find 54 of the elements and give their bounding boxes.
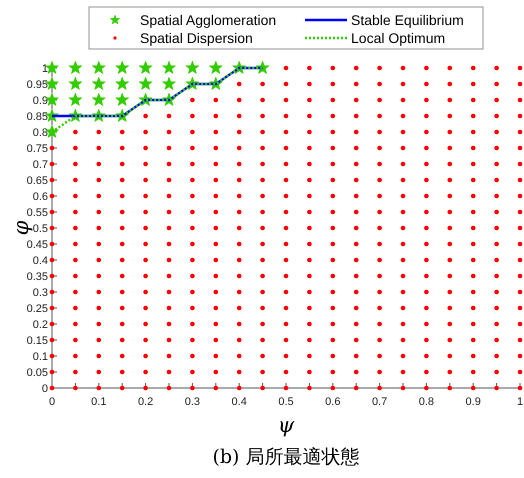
text: (b) 局所最適状態	[212, 446, 360, 468]
y-tick-label: 0.3	[32, 287, 48, 299]
y-tick-label: 0.75	[26, 143, 48, 155]
y-tick-label: 0.35	[26, 271, 48, 283]
y-tick-label: 0.6	[32, 191, 48, 203]
point	[162, 76, 176, 90]
x-tick-label: 0.1	[91, 396, 106, 408]
y-tick-label: 0.25	[26, 303, 48, 315]
x-tick-label: 0.4	[232, 396, 247, 408]
legend-label: Spatial Dispersion	[140, 30, 253, 46]
legend-label: Stable Equilibrium	[351, 12, 464, 28]
x-tick-label: 0.7	[372, 396, 388, 408]
y-tick-label: 1	[42, 63, 48, 75]
point	[68, 60, 82, 74]
x-tick-label: 0.2	[138, 396, 154, 408]
point	[92, 60, 106, 74]
point	[92, 92, 106, 106]
x-tick-label: 0.3	[184, 396, 200, 408]
y-tick-label: 0.4	[32, 255, 48, 267]
point	[115, 60, 130, 74]
x-tick-label: 0.6	[325, 396, 340, 408]
x-tick-label: 0.5	[278, 396, 294, 408]
x-tick-label: 0.8	[418, 396, 434, 408]
y-axis-title: φ	[9, 220, 33, 236]
y-tick-label: 0.95	[26, 79, 48, 91]
y-tick-label: 0.15	[26, 335, 48, 347]
point	[138, 60, 153, 74]
x-axis-title: ψ	[278, 413, 295, 437]
point	[115, 76, 130, 90]
legend-label: Local Optimum	[351, 30, 446, 46]
point	[115, 92, 130, 106]
y-tick-label: 0.55	[26, 207, 48, 219]
point	[162, 60, 176, 74]
point	[68, 92, 82, 106]
y-tick-label: 0.7	[32, 159, 48, 171]
point	[92, 76, 106, 90]
point	[185, 60, 200, 74]
y-tick-label: 0	[42, 383, 48, 395]
point	[68, 76, 82, 90]
y-tick-label: 0.05	[26, 367, 48, 379]
point	[256, 60, 270, 74]
y-tick-label: 0.8	[32, 127, 48, 139]
y-tick-label: 0.85	[26, 111, 48, 123]
y-tick-label: 0.45	[26, 239, 48, 251]
y-tick-label: 0.1	[32, 351, 48, 363]
x-tick-label: 0.9	[466, 396, 481, 408]
y-tick-label: 0.9	[32, 95, 48, 107]
y-tick-label: 0.5	[32, 223, 48, 235]
y-tick-label: 0.2	[32, 319, 48, 331]
point	[138, 76, 153, 90]
point	[208, 60, 223, 74]
y-tick-label: 0.65	[26, 175, 48, 187]
legend-label: Spatial Agglomeration	[140, 12, 276, 28]
x-tick-label: 1	[516, 396, 524, 408]
